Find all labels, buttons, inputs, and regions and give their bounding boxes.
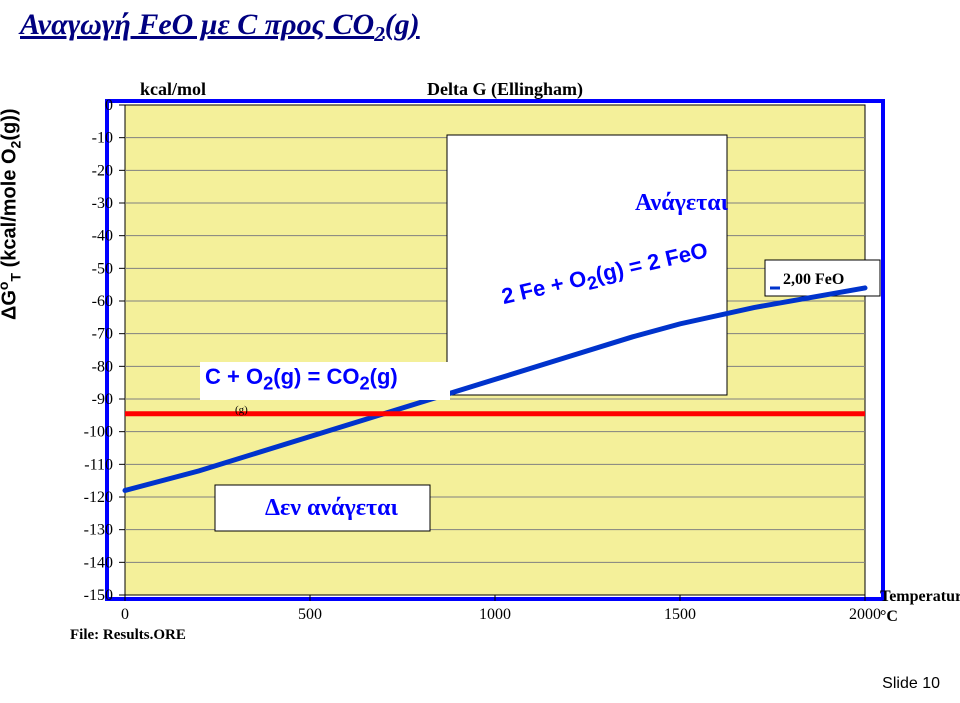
svg-text:(g): (g) (235, 404, 248, 416)
svg-text:Delta G (Ellingham): Delta G (Ellingham) (427, 79, 583, 100)
svg-text:500: 500 (298, 606, 322, 623)
svg-text:0: 0 (105, 97, 113, 114)
svg-text:Δεν ανάγεται: Δεν ανάγεται (265, 495, 398, 521)
svg-text:-20: -20 (92, 162, 113, 179)
svg-text:2000: 2000 (849, 606, 881, 623)
svg-text:-150: -150 (84, 587, 113, 604)
svg-text:-10: -10 (92, 130, 113, 147)
svg-text:1000: 1000 (479, 606, 511, 623)
slide-number: Slide 10 (882, 675, 940, 693)
svg-text:-90: -90 (92, 391, 113, 408)
svg-text:-80: -80 (92, 358, 113, 375)
svg-text:-50: -50 (92, 260, 113, 277)
svg-text:Temperature: Temperature (880, 588, 960, 605)
svg-text:°C: °C (880, 608, 898, 625)
svg-text:kcal/mol: kcal/mol (140, 79, 206, 99)
svg-text:File: Results.ORE: File: Results.ORE (70, 627, 186, 643)
svg-text:-30: -30 (92, 195, 113, 212)
svg-text:1500: 1500 (664, 606, 696, 623)
svg-text:-40: -40 (92, 228, 113, 245)
chart-container: 0 -10 -20 -30 -40 -50 -60 -70 -80 -90 -100 -110 -120… (0, 70, 960, 670)
ellingham-chart: 0 -10 -20 -30 -40 -50 -60 -70 -80 -90 -100 -110 -120… (0, 70, 960, 670)
svg-text:0: 0 (121, 606, 129, 623)
svg-text:Ανάγεται: Ανάγεται (635, 190, 729, 216)
svg-text:-60: -60 (92, 293, 113, 310)
svg-text:-70: -70 (92, 326, 113, 343)
svg-text:-100: -100 (84, 424, 113, 441)
svg-text:2,00 FeO: 2,00 FeO (783, 271, 844, 288)
svg-text:-140: -140 (84, 554, 113, 571)
page-title: Αναγωγή FeO με C προς CO2(g) (20, 8, 420, 47)
svg-text:-130: -130 (84, 522, 113, 539)
svg-text:-110: -110 (84, 456, 113, 473)
svg-text:-120: -120 (84, 489, 113, 506)
